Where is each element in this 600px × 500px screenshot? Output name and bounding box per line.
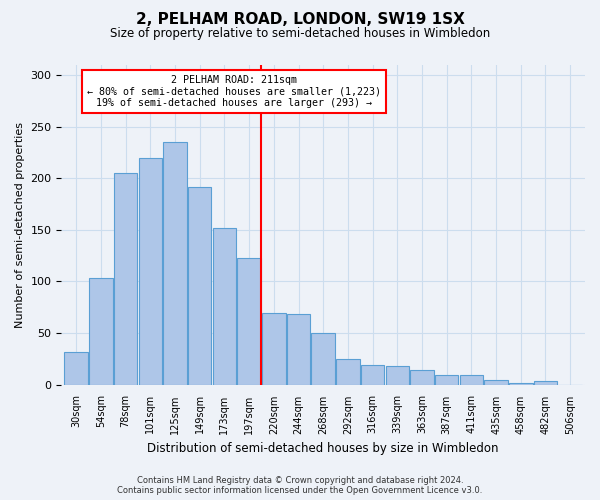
Text: Size of property relative to semi-detached houses in Wimbledon: Size of property relative to semi-detach…	[110, 28, 490, 40]
Bar	[89, 278, 113, 384]
Bar	[460, 376, 483, 384]
Bar	[509, 382, 533, 384]
Y-axis label: Number of semi-detached properties: Number of semi-detached properties	[15, 122, 25, 328]
Bar	[163, 142, 187, 384]
Bar	[139, 158, 162, 384]
Bar	[484, 380, 508, 384]
Bar	[361, 365, 385, 384]
Bar	[114, 173, 137, 384]
Bar	[64, 352, 88, 384]
Text: 2, PELHAM ROAD, LONDON, SW19 1SX: 2, PELHAM ROAD, LONDON, SW19 1SX	[136, 12, 464, 28]
Bar	[336, 359, 359, 384]
Bar	[238, 258, 261, 384]
Bar	[311, 333, 335, 384]
Bar	[188, 186, 211, 384]
Bar	[410, 370, 434, 384]
Text: Contains HM Land Registry data © Crown copyright and database right 2024.
Contai: Contains HM Land Registry data © Crown c…	[118, 476, 482, 495]
Bar	[287, 314, 310, 384]
Bar	[262, 314, 286, 384]
X-axis label: Distribution of semi-detached houses by size in Wimbledon: Distribution of semi-detached houses by …	[148, 442, 499, 455]
Bar	[212, 228, 236, 384]
Bar	[386, 366, 409, 384]
Bar	[435, 376, 458, 384]
Bar	[534, 382, 557, 384]
Text: 2 PELHAM ROAD: 211sqm
← 80% of semi-detached houses are smaller (1,223)
19% of s: 2 PELHAM ROAD: 211sqm ← 80% of semi-deta…	[87, 74, 381, 108]
